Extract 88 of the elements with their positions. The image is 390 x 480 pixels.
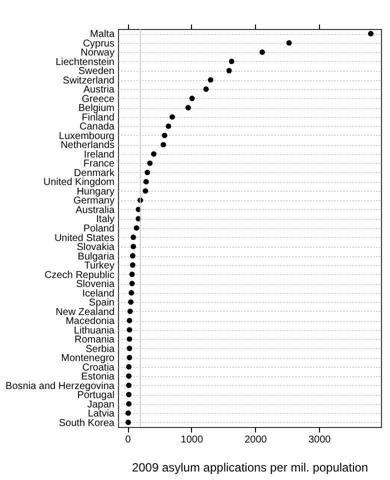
y-tick-label: Greece	[82, 94, 115, 105]
point	[126, 346, 132, 352]
y-tick-label: Austria	[83, 84, 115, 96]
y-tick-label: Switzerland	[62, 75, 114, 86]
point	[130, 234, 136, 240]
point	[127, 308, 133, 314]
y-tick-label: Belgium	[78, 103, 114, 114]
point	[128, 290, 134, 296]
y-tick-label: Germany	[73, 196, 114, 207]
y-tick-label: Slovakia	[76, 242, 115, 254]
point	[126, 373, 132, 379]
point	[128, 299, 134, 305]
point	[126, 382, 132, 388]
point	[203, 86, 209, 92]
y-tick-label: Latvia	[88, 408, 115, 420]
y-tick-label: Romania	[74, 334, 115, 346]
y-tick-label: United States	[54, 232, 114, 244]
y-tick-label: Serbia	[86, 344, 115, 355]
point	[166, 123, 172, 129]
point	[260, 49, 266, 55]
x-axis-title: 2009 asylum applications per mil. population	[132, 460, 368, 474]
point	[228, 58, 234, 64]
x-tick-label: 1000	[180, 434, 204, 446]
x-tick-label: 3000	[308, 434, 332, 446]
y-tick-label: Lithuania	[74, 325, 115, 336]
y-tick-label: Finland	[82, 112, 114, 124]
point	[134, 225, 140, 231]
point	[126, 318, 132, 324]
y-tick-label: Sweden	[78, 66, 114, 78]
point	[126, 364, 132, 370]
y-tick-label: Japan	[87, 399, 114, 410]
point	[129, 272, 135, 278]
point	[208, 77, 214, 83]
y-tick-label: Italy	[96, 214, 114, 226]
point	[147, 160, 153, 166]
point	[226, 68, 232, 74]
point	[143, 178, 149, 184]
y-tick-label: Macedonia	[66, 316, 115, 328]
y-tick-label: Norway	[80, 48, 114, 59]
point	[126, 401, 132, 407]
point	[142, 188, 148, 194]
point	[125, 410, 131, 416]
x-tick-label: 0	[125, 434, 132, 446]
y-tick-label: Cyprus	[82, 38, 114, 50]
y-tick-label: Netherlands	[60, 140, 114, 152]
y-tick-label: Spain	[88, 298, 114, 309]
point	[185, 104, 191, 110]
point	[126, 327, 132, 333]
y-tick-label: Iceland	[82, 288, 114, 300]
y-tick-label: Turkey	[84, 260, 114, 272]
y-tick-label: New Zealand	[56, 306, 114, 318]
y-tick-label: Portugal	[77, 390, 114, 402]
point	[130, 244, 136, 250]
y-tick-label: Montenegro	[61, 353, 115, 364]
y-tick-label: Ireland	[84, 149, 114, 160]
y-tick-label: Estonia	[81, 372, 115, 383]
point	[368, 30, 374, 36]
point	[130, 253, 136, 258]
y-tick-label: Hungary	[76, 186, 114, 198]
y-tick-label: Liechtenstein	[56, 56, 114, 68]
y-tick-label: Malta	[90, 29, 115, 40]
y-tick-label: Australia	[76, 204, 115, 216]
point	[286, 40, 292, 46]
point	[144, 170, 150, 176]
point	[162, 132, 168, 138]
y-tick-label: Denmark	[74, 168, 116, 179]
x-tick-label: 2000	[244, 434, 268, 446]
point	[130, 262, 136, 268]
point	[160, 142, 166, 148]
point	[189, 96, 195, 102]
y-tick-label: South Korea	[58, 418, 115, 429]
y-tick-label: Poland	[83, 224, 114, 234]
point	[126, 336, 132, 342]
point	[170, 114, 175, 120]
y-tick-label: United Kingdom	[43, 177, 114, 188]
point	[129, 280, 135, 286]
y-tick-label: Bosnia and Herzegovina	[6, 380, 115, 392]
point	[151, 151, 156, 157]
y-tick-label: Canada	[79, 122, 115, 133]
y-tick-label: Bulgaria	[78, 251, 115, 262]
point	[125, 420, 131, 426]
y-tick-label: Slovenia	[76, 279, 115, 290]
y-tick-label: Czech Republic	[44, 270, 114, 281]
y-tick-label: Luxembourg	[58, 130, 114, 142]
point	[126, 392, 132, 398]
point	[126, 354, 132, 360]
y-tick-label: France	[83, 158, 115, 170]
y-tick-label: Croatia	[82, 362, 115, 374]
